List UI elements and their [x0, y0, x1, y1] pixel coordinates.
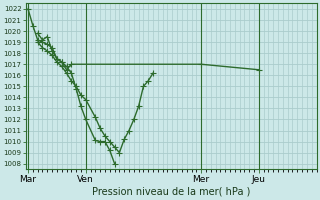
X-axis label: Pression niveau de la mer( hPa ): Pression niveau de la mer( hPa )	[92, 187, 250, 197]
